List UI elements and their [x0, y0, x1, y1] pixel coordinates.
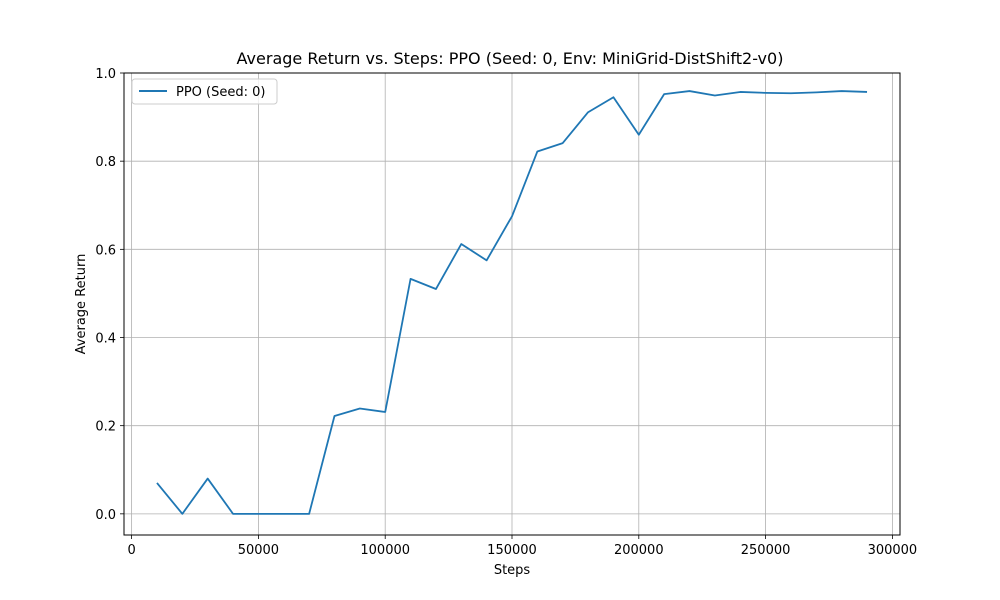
data-point: [612, 96, 614, 98]
data-point: [663, 93, 665, 95]
series-layer: [156, 90, 868, 515]
data-point: [562, 142, 564, 144]
data-point: [815, 91, 817, 93]
y-tick-label: 0.6: [95, 243, 116, 258]
legend-box: [131, 78, 278, 105]
data-point: [308, 513, 310, 515]
tick-layer: 0 50000 100000 150000 200000 250000 300000 0.0 0…: [95, 67, 917, 558]
x-tick-label: 200000: [614, 543, 664, 558]
x-tick-label: 150000: [487, 543, 537, 558]
data-point: [638, 134, 640, 136]
x-tick-label: 300000: [868, 543, 918, 558]
legend-label: PPO (Seed: 0): [176, 85, 265, 100]
data-point: [384, 411, 386, 413]
y-tick-label: 0.4: [95, 332, 116, 347]
x-axis-label: Steps: [494, 563, 531, 578]
data-point: [460, 243, 462, 245]
data-point: [206, 477, 208, 479]
data-point: [435, 288, 437, 290]
x-tick-label: 250000: [741, 543, 791, 558]
y-tick-label: 0.2: [95, 420, 116, 435]
data-point: [739, 91, 741, 93]
data-point: [790, 92, 792, 94]
legend: PPO (Seed: 0): [131, 78, 278, 105]
y-tick-label: 1.0: [95, 67, 116, 82]
x-tick-label: 50000: [238, 543, 279, 558]
data-point: [257, 513, 259, 515]
data-point: [156, 482, 158, 484]
chart-title: Average Return vs. Steps: PPO (Seed: 0, …: [237, 49, 784, 68]
data-point: [232, 513, 234, 515]
y-tick-label: 0.0: [95, 508, 116, 523]
y-tick-label: 0.8: [95, 155, 116, 170]
data-point: [587, 111, 589, 113]
data-point: [688, 90, 690, 92]
data-point: [283, 513, 285, 515]
data-point: [714, 94, 716, 96]
data-point: [840, 90, 842, 92]
data-point: [485, 259, 487, 261]
data-point: [181, 513, 183, 515]
y-axis-label: Average Return: [74, 254, 89, 355]
data-point: [511, 215, 513, 217]
x-tick-label: 0: [127, 543, 135, 558]
x-tick-label: 100000: [360, 543, 410, 558]
data-point: [536, 150, 538, 152]
data-point: [409, 278, 411, 280]
data-point: [866, 91, 868, 93]
series-line: [156, 90, 868, 515]
data-point: [359, 407, 361, 409]
data-point: [333, 415, 335, 417]
data-point: [764, 92, 766, 94]
